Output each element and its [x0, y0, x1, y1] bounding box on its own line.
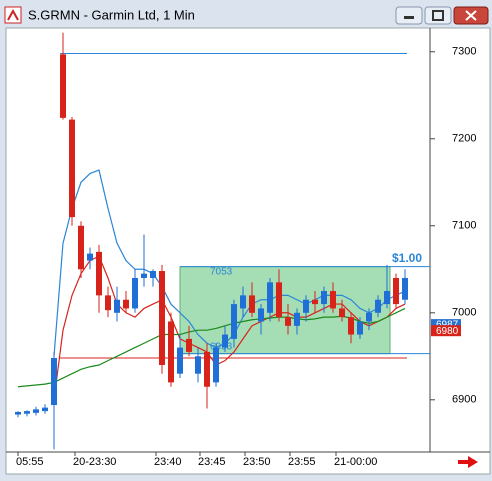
maximize-button[interactable] [424, 6, 452, 25]
candle-body [294, 312, 300, 326]
x-tick-label: 23:45 [198, 456, 226, 468]
candle-body [204, 351, 210, 387]
candle-body [348, 317, 354, 335]
price-tag-label: 6980 [436, 326, 459, 337]
candle-body [141, 273, 147, 278]
zone-bottom-label: 6953 [210, 341, 233, 352]
candle-body [384, 291, 390, 305]
x-tick-label: 23:50 [243, 456, 271, 468]
candle-body [366, 312, 372, 322]
x-tick-label: 23:40 [154, 456, 182, 468]
candle-body [402, 277, 408, 300]
chart-area [5, 27, 491, 475]
candle-body [276, 282, 282, 318]
candle-body [177, 347, 183, 374]
app-icon-glyph [7, 8, 19, 21]
candle-body [123, 299, 129, 309]
candle-body [96, 251, 102, 296]
candle-body [69, 119, 75, 218]
candle-body [222, 334, 228, 348]
candle-body [393, 277, 399, 305]
candle-body [330, 291, 336, 309]
candle-body [42, 407, 48, 412]
candle-body [114, 299, 120, 313]
candle-body [213, 347, 219, 383]
y-tick-label: 7200 [452, 133, 476, 145]
candle-body [258, 308, 264, 322]
candle-body [285, 317, 291, 326]
candle-body [51, 358, 57, 406]
annotation: $1.00 [392, 251, 422, 265]
y-tick-label: 7100 [452, 220, 476, 232]
candle-body [375, 299, 381, 313]
minimize-glyph [404, 16, 414, 19]
minimize-button[interactable] [395, 6, 423, 25]
candle-body [132, 277, 138, 309]
candle-body [357, 321, 363, 335]
candle-body [249, 295, 255, 313]
candle-body [321, 291, 327, 305]
moving-average [53, 255, 406, 400]
candle-body [87, 253, 93, 261]
candle-body [186, 338, 192, 352]
y-tick-label: 6900 [452, 394, 476, 406]
candle-body [15, 411, 21, 415]
candle-body [78, 225, 84, 270]
candle-body [60, 54, 66, 118]
price-tag [431, 325, 461, 337]
candle-body [312, 299, 318, 305]
candle-body [33, 409, 39, 413]
x-tick-label: 21-00:00 [334, 456, 377, 468]
candle-body [339, 308, 345, 318]
candle-body [240, 295, 246, 309]
candle-body [24, 411, 30, 414]
moving-average [53, 169, 406, 357]
candle-body [231, 304, 237, 339]
x-tick-label: 20-23:30 [73, 456, 116, 468]
x-tick-label: 05:55 [16, 456, 44, 468]
price-tag [431, 319, 461, 331]
window-title: S.GRMN - Garmin Ltd, 1 Min [28, 7, 195, 22]
scroll-arrow[interactable] [458, 456, 478, 468]
y-tick-label: 7300 [452, 46, 476, 58]
candle-body [303, 299, 309, 313]
candle-body [168, 321, 174, 383]
zone-top-label: 7053 [210, 266, 233, 277]
close-glyph [465, 10, 477, 21]
y-tick-label: 7000 [452, 307, 476, 319]
candle-body [105, 295, 111, 311]
candle-body [195, 356, 201, 374]
candle-body [159, 271, 165, 365]
candle-body [267, 282, 273, 313]
x-tick-label: 23:55 [288, 456, 316, 468]
candle-body [150, 271, 156, 278]
maximize-glyph [432, 10, 444, 21]
